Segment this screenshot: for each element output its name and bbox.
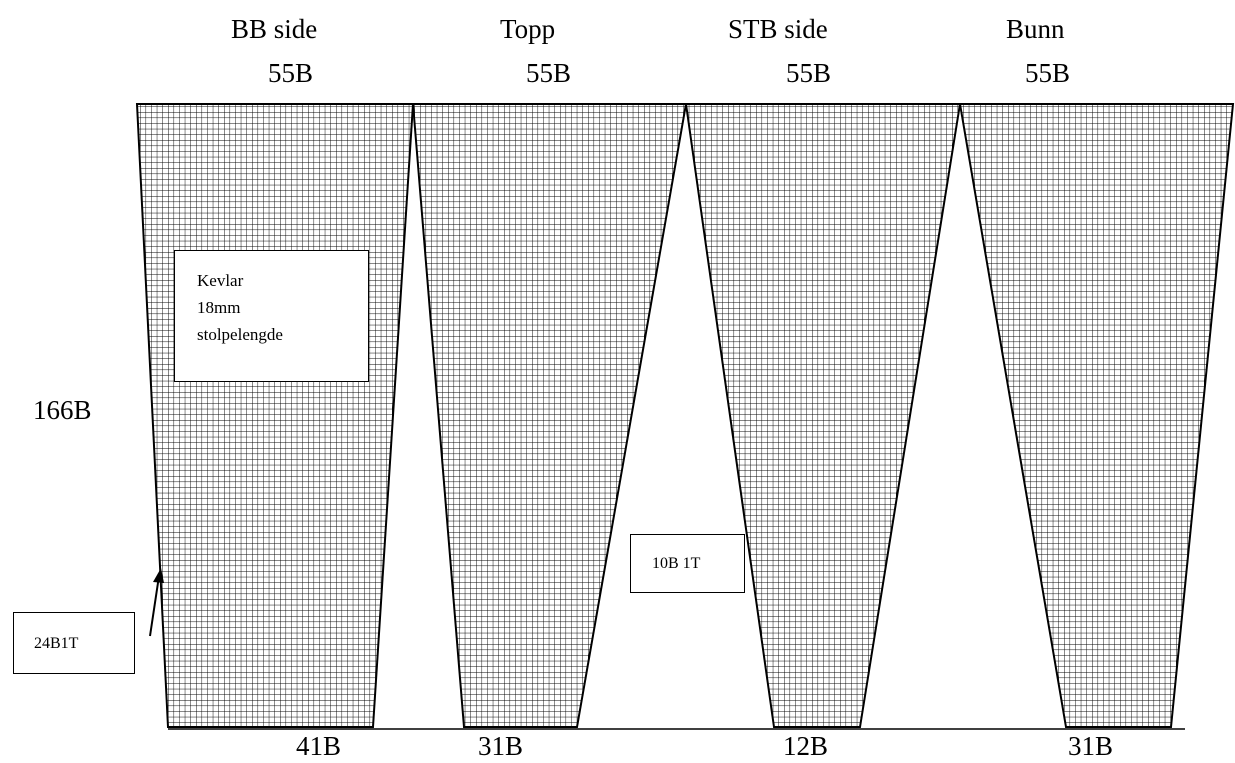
panel-name-stb-side: STB side (728, 14, 828, 44)
panel-bunn (958, 103, 1235, 728)
top-count-topp: 55B (526, 58, 572, 88)
material-note-line-1: Kevlar (197, 271, 244, 290)
pointer-arrow (149, 568, 164, 637)
bottom-count-stb-side: 12B (783, 731, 829, 761)
panel-topp (411, 103, 688, 728)
panel-name-topp: Topp (500, 14, 556, 44)
taper-note-left-text: 24B1T (34, 635, 79, 652)
material-note-text: Kevlar 18mm stolpelengde (197, 267, 283, 349)
top-count-stb-side: 55B (786, 58, 832, 88)
bottom-count-bunn: 31B (1068, 731, 1114, 761)
bottom-count-bb-side: 41B (296, 731, 342, 761)
material-note-box: Kevlar 18mm stolpelengde (174, 250, 369, 382)
top-count-bb-side: 55B (268, 58, 314, 88)
material-note-line-3: stolpelengde (197, 325, 283, 345)
material-note-line-2: 18mm (197, 298, 241, 318)
taper-note-middle-box: 10B 1T (630, 534, 745, 593)
top-count-bunn: 55B (1025, 58, 1071, 88)
panel-stb-side (684, 103, 962, 728)
panel-name-bunn: Bunn (1006, 14, 1065, 44)
bottom-count-topp: 31B (478, 731, 524, 761)
panel-name-bb-side: BB side (231, 14, 318, 44)
taper-note-middle-text: 10B 1T (652, 555, 701, 572)
panel-bb-side (135, 103, 415, 728)
taper-note-left-box: 24B1T (13, 612, 135, 674)
side-count-label: 166B (33, 395, 92, 425)
